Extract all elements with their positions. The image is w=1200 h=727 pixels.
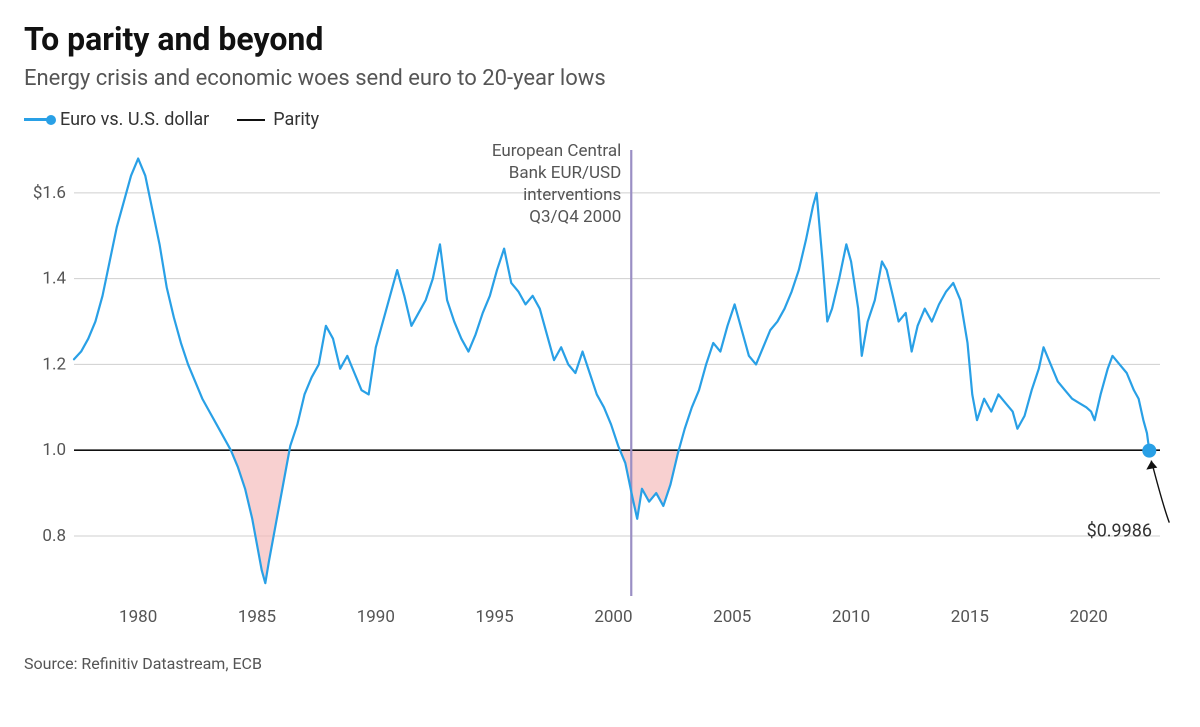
intervention-annotation: interventions (523, 185, 621, 205)
endpoint-arrow (1151, 461, 1169, 523)
x-tick-label: 2005 (713, 607, 751, 627)
endpoint-dot (1142, 444, 1156, 458)
chart-source: Source: Refinitiv Datastream, ECB (24, 654, 1176, 673)
line-swatch-icon (24, 118, 52, 121)
y-tick-label: 1.4 (42, 269, 66, 289)
x-tick-label: 1990 (357, 607, 395, 627)
legend-item-series: Euro vs. U.S. dollar (24, 109, 209, 130)
arrowhead-icon (1146, 461, 1157, 470)
x-tick-label: 2010 (832, 607, 870, 627)
endpoint-label: $0.9986 (1087, 521, 1152, 542)
chart-svg: 0.8 1.0 1.2 1.4 $1.6 1980 1985 1990 1995 2000 2005… (24, 136, 1176, 636)
parity-swatch-icon (237, 119, 265, 121)
legend-parity-label: Parity (273, 109, 319, 130)
y-tick-label: 1.0 (42, 440, 66, 460)
x-tick-label: 1995 (476, 607, 514, 627)
x-tick-label: 1985 (238, 607, 276, 627)
y-tick-label: 0.8 (42, 526, 66, 546)
intervention-annotation: Q3/Q4 2000 (529, 207, 621, 227)
x-tick-label: 2015 (951, 607, 989, 627)
chart-title: To parity and beyond (24, 20, 1176, 58)
intervention-annotation: Bank EUR/USD (509, 163, 622, 183)
chart-subtitle: Energy crisis and economic woes send eur… (24, 66, 1176, 91)
intervention-annotation: European Central (492, 141, 621, 161)
x-tick-label: 2000 (594, 607, 632, 627)
legend-series-label: Euro vs. U.S. dollar (60, 109, 209, 130)
plot-area: 0.8 1.0 1.2 1.4 $1.6 1980 1985 1990 1995 2000 2005… (24, 136, 1176, 636)
y-tick-label: 1.2 (42, 354, 66, 374)
chart-container: To parity and beyond Energy crisis and e… (0, 0, 1200, 727)
x-tick-label: 2020 (1070, 607, 1108, 627)
legend: Euro vs. U.S. dollar Parity (24, 109, 1176, 130)
y-tick-label: $1.6 (33, 183, 66, 203)
legend-item-parity: Parity (237, 109, 319, 130)
x-tick-label: 1980 (119, 607, 157, 627)
